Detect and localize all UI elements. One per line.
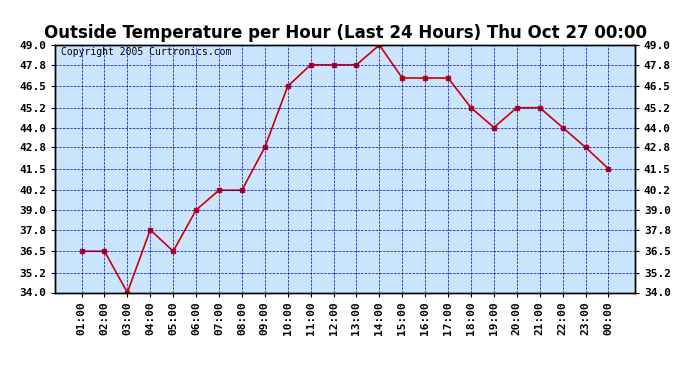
Text: Copyright 2005 Curtronics.com: Copyright 2005 Curtronics.com [61, 48, 231, 57]
Title: Outside Temperature per Hour (Last 24 Hours) Thu Oct 27 00:00: Outside Temperature per Hour (Last 24 Ho… [43, 24, 647, 42]
